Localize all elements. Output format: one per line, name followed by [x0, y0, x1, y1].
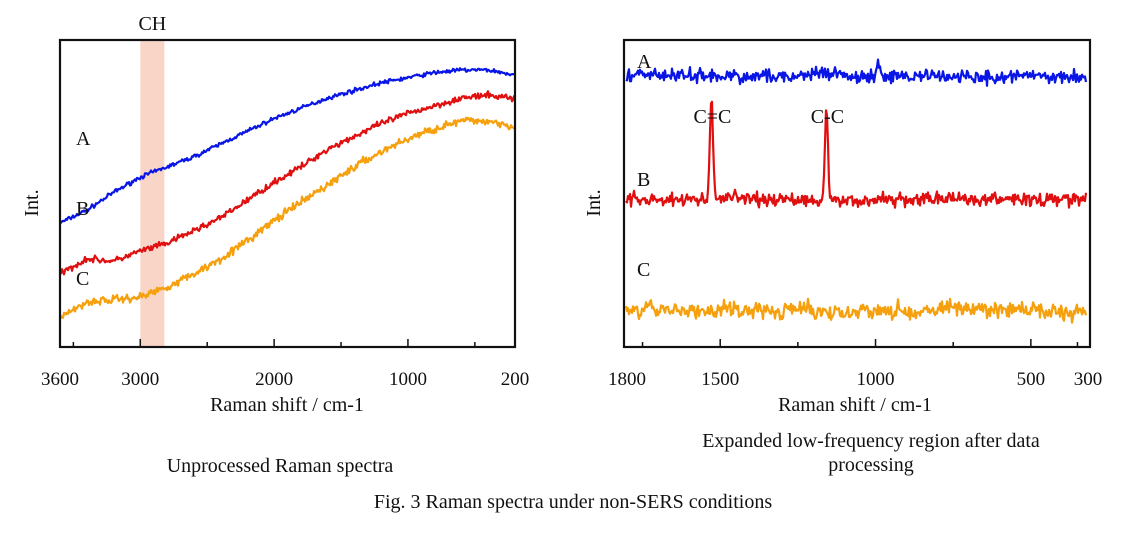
right-y-axis-label: Int.	[583, 189, 605, 216]
right-series-line-a	[625, 58, 1088, 87]
right-series-line-b	[625, 100, 1088, 209]
right-x-tick-label: 1000	[857, 369, 895, 390]
peak-annotation-label: C=C	[693, 106, 731, 128]
right-x-tick-label: 1500	[701, 369, 739, 390]
right-subtitle-line-2: processing	[828, 454, 914, 476]
right-subtitle-line-1: Expanded low-frequency region after data	[702, 430, 1040, 452]
left-series-label-c: C	[76, 268, 89, 290]
ch-region-label: CH	[138, 13, 166, 35]
ch-highlight-band	[140, 40, 165, 347]
left-series-line-c	[59, 116, 516, 319]
left-series-label-b: B	[76, 198, 89, 220]
left-series-label-a: A	[76, 128, 91, 150]
right-x-tick-label: 1800	[608, 369, 646, 390]
left-x-tick-label: 3600	[41, 369, 79, 390]
right-series-label-c: C	[637, 259, 650, 281]
left-x-axis-label: Raman shift / cm-1	[210, 394, 364, 416]
left-y-axis-label: Int.	[21, 189, 43, 216]
left-panel: 3600 3000 2000 1000 200 CH Raman shift / cm-…	[21, 13, 529, 477]
right-series-line-c	[624, 297, 1088, 324]
left-series-line-a	[59, 67, 516, 225]
left-x-tick-label: 200	[501, 369, 530, 390]
right-series-label-b: B	[637, 169, 650, 191]
left-plot-frame	[58, 38, 517, 349]
left-subtitle: Unprocessed Raman spectra	[167, 455, 394, 477]
right-panel: 1800 1500 1000 500 300 Raman shift / cm-1 In…	[583, 38, 1103, 476]
right-series-label-a: A	[637, 51, 652, 73]
peak-annotation-label: C-C	[811, 106, 844, 128]
figure-caption: Fig. 3 Raman spectra under non-SERS cond…	[374, 491, 773, 513]
left-x-tick-label: 2000	[255, 369, 293, 390]
left-x-tick-label: 3000	[121, 369, 159, 390]
right-x-tick-label: 500	[1017, 369, 1046, 390]
left-series-line-b	[59, 90, 517, 276]
right-x-tick-label: 300	[1074, 369, 1103, 390]
left-x-tick-label: 1000	[389, 369, 427, 390]
right-x-axis-label: Raman shift / cm-1	[778, 394, 932, 416]
right-plot-frame	[622, 38, 1092, 349]
